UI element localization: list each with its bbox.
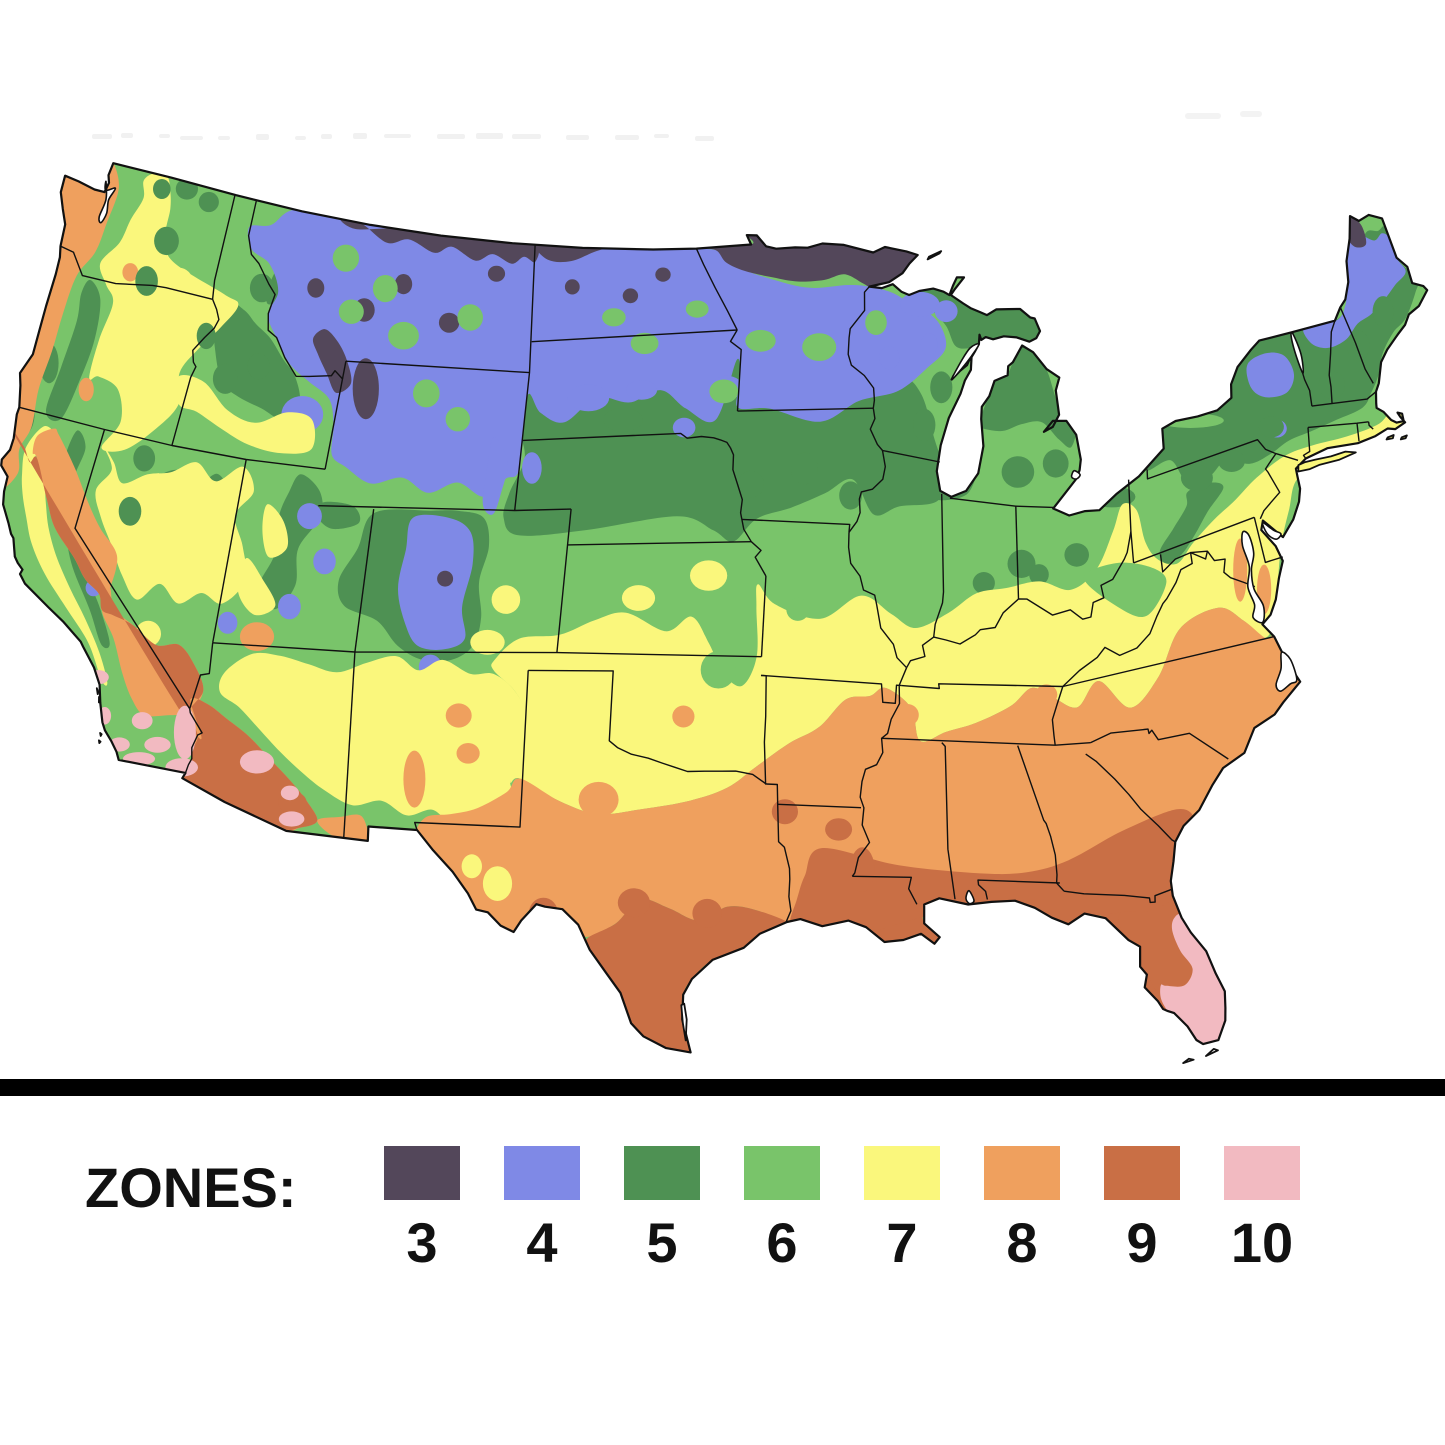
svg-text:10: 10 bbox=[1231, 1211, 1293, 1274]
svg-text:4: 4 bbox=[526, 1211, 557, 1274]
svg-text:9: 9 bbox=[1126, 1211, 1157, 1274]
svg-text:3: 3 bbox=[406, 1211, 437, 1274]
svg-text:5: 5 bbox=[646, 1211, 677, 1274]
svg-text:7: 7 bbox=[886, 1211, 917, 1274]
svg-text:ZONES:: ZONES: bbox=[85, 1156, 297, 1219]
svg-text:6: 6 bbox=[766, 1211, 797, 1274]
svg-text:8: 8 bbox=[1006, 1211, 1037, 1274]
